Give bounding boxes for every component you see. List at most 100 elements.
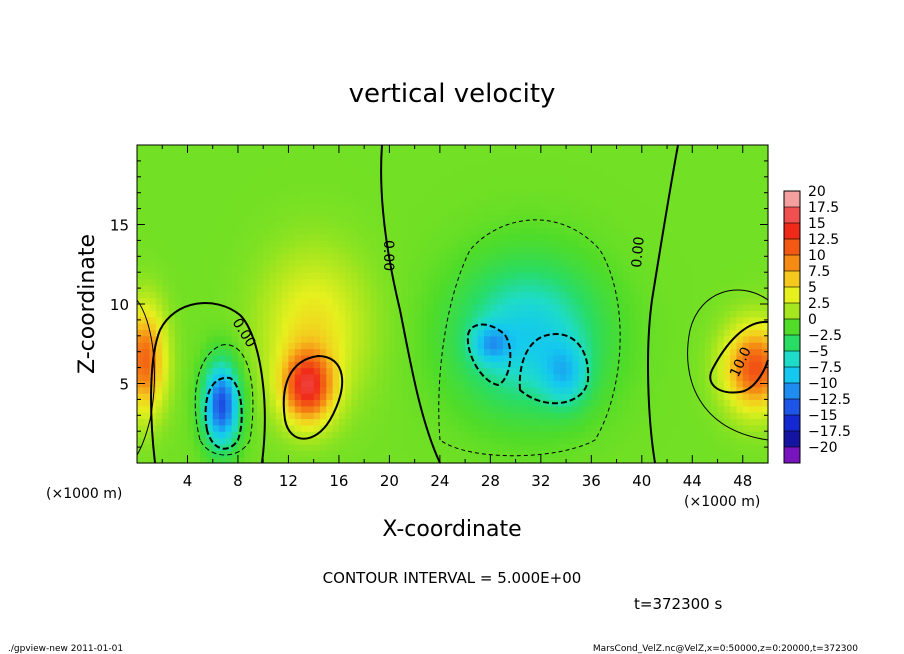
heatmap-cell bbox=[376, 329, 384, 337]
heatmap-cell bbox=[427, 399, 435, 407]
heatmap-cell bbox=[528, 208, 536, 216]
heatmap-cell bbox=[553, 354, 561, 362]
heatmap-cell bbox=[446, 208, 454, 216]
heatmap-cell bbox=[200, 437, 208, 445]
heatmap-cell bbox=[465, 170, 473, 178]
heatmap-cell bbox=[275, 418, 283, 426]
heatmap-cell bbox=[237, 335, 245, 343]
heatmap-cell bbox=[193, 284, 201, 292]
heatmap-cell bbox=[629, 221, 637, 229]
heatmap-cell bbox=[528, 418, 536, 426]
heatmap-cell bbox=[294, 284, 302, 292]
heatmap-cell bbox=[263, 253, 271, 261]
heatmap-cell bbox=[547, 189, 555, 197]
heatmap-cell bbox=[654, 437, 662, 445]
heatmap-cell bbox=[155, 278, 163, 286]
heatmap-cell bbox=[383, 443, 390, 451]
heatmap-cell bbox=[755, 431, 763, 439]
heatmap-cell bbox=[301, 456, 308, 464]
heatmap-cell bbox=[364, 265, 372, 273]
heatmap-cell bbox=[231, 431, 239, 439]
heatmap-cell bbox=[193, 227, 201, 235]
heatmap-cell bbox=[540, 443, 548, 451]
heatmap-cell bbox=[692, 399, 700, 407]
heatmap-cell bbox=[730, 304, 738, 311]
heatmap-cell bbox=[357, 335, 365, 343]
heatmap-cell bbox=[225, 450, 233, 458]
heatmap-cell bbox=[319, 221, 327, 229]
heatmap-cell bbox=[534, 240, 542, 248]
heatmap-cell bbox=[648, 393, 656, 400]
heatmap-cell bbox=[484, 145, 491, 152]
heatmap-cell bbox=[155, 431, 163, 439]
heatmap-cell bbox=[736, 348, 744, 356]
heatmap-cell bbox=[540, 342, 548, 350]
heatmap-cell bbox=[275, 412, 283, 420]
heatmap-cell bbox=[553, 151, 561, 159]
heatmap-cell bbox=[452, 240, 460, 248]
heatmap-cell bbox=[250, 316, 258, 324]
heatmap-cell bbox=[376, 259, 384, 267]
heatmap-cell bbox=[137, 297, 144, 305]
heatmap-cell bbox=[294, 437, 302, 445]
heatmap-cell bbox=[578, 202, 586, 210]
heatmap-cell bbox=[395, 450, 403, 458]
heatmap-cell bbox=[200, 272, 208, 280]
heatmap-cell bbox=[294, 380, 302, 388]
heatmap-cell bbox=[471, 393, 479, 400]
heatmap-cell bbox=[673, 310, 681, 318]
heatmap-cell bbox=[648, 310, 656, 318]
heatmap-cell bbox=[685, 240, 693, 248]
heatmap-cell bbox=[679, 284, 687, 292]
heatmap-cell bbox=[427, 221, 435, 229]
heatmap-cell bbox=[389, 259, 397, 267]
heatmap-cell bbox=[679, 316, 687, 324]
heatmap-cell bbox=[528, 386, 536, 394]
heatmap-cell bbox=[736, 342, 744, 350]
heatmap-cell bbox=[761, 424, 769, 432]
heatmap-cell bbox=[446, 170, 454, 178]
heatmap-cell bbox=[572, 380, 580, 388]
heatmap-cell bbox=[736, 246, 744, 254]
heatmap-cell bbox=[723, 214, 731, 222]
heatmap-cell bbox=[446, 342, 454, 350]
heatmap-cell bbox=[603, 195, 611, 203]
heatmap-cell bbox=[452, 214, 460, 222]
heatmap-cell bbox=[288, 214, 296, 222]
heatmap-cell bbox=[244, 272, 252, 280]
heatmap-cell bbox=[641, 304, 649, 311]
heatmap-cell bbox=[648, 195, 656, 203]
heatmap-cell bbox=[275, 348, 283, 356]
heatmap-cell bbox=[477, 335, 485, 343]
heatmap-cell bbox=[578, 157, 586, 165]
heatmap-cell bbox=[193, 323, 201, 331]
heatmap-cell bbox=[521, 342, 529, 350]
heatmap-cell bbox=[641, 208, 649, 216]
heatmap-cell bbox=[572, 246, 580, 254]
heatmap-cell bbox=[433, 284, 441, 292]
heatmap-cell bbox=[143, 437, 151, 445]
heatmap-cell bbox=[345, 183, 353, 191]
heatmap-cell bbox=[237, 259, 245, 267]
heatmap-cell bbox=[143, 335, 151, 343]
heatmap-cell bbox=[648, 399, 656, 407]
heatmap-cell bbox=[319, 284, 327, 292]
heatmap-cell bbox=[509, 195, 517, 203]
heatmap-cell bbox=[496, 329, 504, 337]
heatmap-cell bbox=[181, 342, 189, 350]
heatmap-cell bbox=[427, 348, 435, 356]
heatmap-cell bbox=[225, 437, 233, 445]
heatmap-cell bbox=[231, 176, 239, 184]
heatmap-cell bbox=[717, 310, 725, 318]
heatmap-cell bbox=[402, 151, 409, 159]
heatmap-cell bbox=[585, 431, 592, 439]
heatmap-cell bbox=[654, 354, 662, 362]
heatmap-cell bbox=[149, 253, 157, 261]
heatmap-cell bbox=[200, 310, 208, 318]
heatmap-cell bbox=[534, 195, 542, 203]
heatmap-cell bbox=[471, 259, 479, 267]
heatmap-cell bbox=[326, 380, 334, 388]
heatmap-cell bbox=[736, 265, 744, 273]
heatmap-cell bbox=[755, 272, 763, 280]
heatmap-cell bbox=[389, 214, 397, 222]
